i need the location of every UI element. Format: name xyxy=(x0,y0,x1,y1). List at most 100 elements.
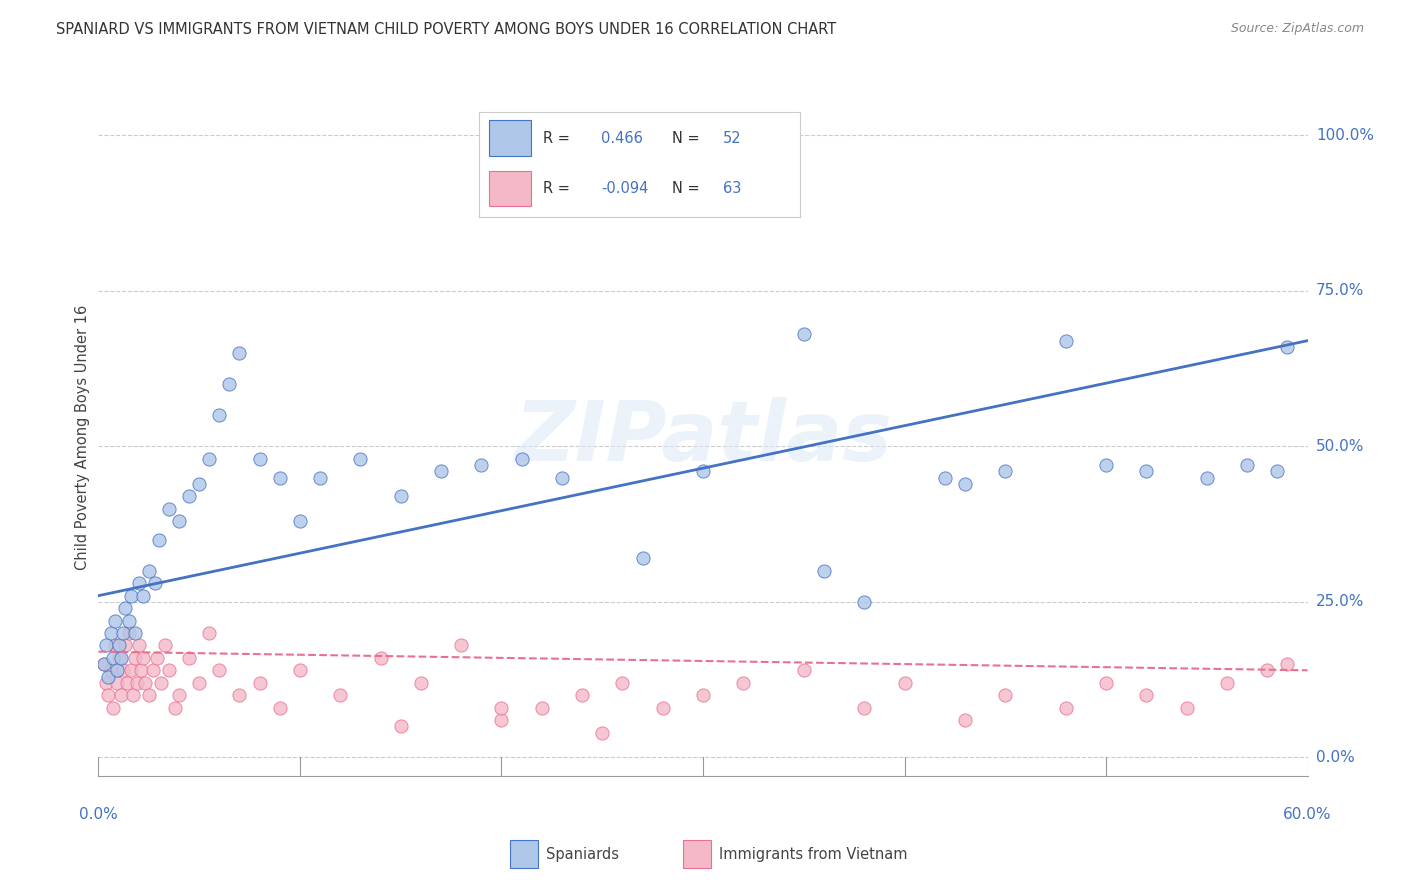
Point xyxy=(329,688,352,702)
Point xyxy=(1095,458,1118,472)
Point xyxy=(853,595,876,609)
Point xyxy=(491,713,513,727)
Point xyxy=(103,614,125,628)
Point xyxy=(813,564,835,578)
Point xyxy=(115,675,138,690)
Point xyxy=(110,688,132,702)
Point xyxy=(208,409,231,423)
Point xyxy=(612,675,634,690)
Point xyxy=(167,688,190,702)
Point xyxy=(111,626,134,640)
Point xyxy=(100,626,122,640)
Point xyxy=(994,688,1017,702)
Point xyxy=(692,464,714,478)
Point xyxy=(1175,700,1198,714)
Point xyxy=(198,626,221,640)
Point xyxy=(134,675,156,690)
Point xyxy=(934,470,956,484)
Point xyxy=(120,589,142,603)
Point xyxy=(101,651,124,665)
Point xyxy=(651,700,673,714)
Text: 0.0%: 0.0% xyxy=(79,806,118,822)
Point xyxy=(349,451,371,466)
Point xyxy=(148,533,170,547)
Point xyxy=(118,614,141,628)
Point xyxy=(389,719,412,733)
Point xyxy=(105,663,128,677)
Point xyxy=(510,451,533,466)
Point xyxy=(128,576,150,591)
Point xyxy=(793,663,815,677)
Point xyxy=(631,551,654,566)
Point xyxy=(450,639,472,653)
Point xyxy=(146,651,169,665)
Point xyxy=(1135,688,1157,702)
Point xyxy=(114,639,136,653)
Point xyxy=(208,663,231,677)
Point xyxy=(125,675,148,690)
Point xyxy=(288,663,311,677)
Bar xyxy=(683,840,711,868)
Point xyxy=(269,470,291,484)
Point xyxy=(470,458,492,472)
Point xyxy=(157,663,180,677)
Text: Source: ZipAtlas.com: Source: ZipAtlas.com xyxy=(1230,22,1364,36)
Point xyxy=(1054,700,1077,714)
Point xyxy=(97,688,120,702)
Point xyxy=(138,564,160,578)
Point xyxy=(103,639,125,653)
Point xyxy=(153,639,176,653)
Point xyxy=(733,675,755,690)
Point xyxy=(491,700,513,714)
Point xyxy=(1265,464,1288,478)
Point xyxy=(124,651,146,665)
Point xyxy=(1054,334,1077,348)
Point xyxy=(409,675,432,690)
Point xyxy=(163,700,186,714)
Point xyxy=(121,688,143,702)
Point xyxy=(143,576,166,591)
Point xyxy=(100,663,122,677)
Point xyxy=(1277,657,1299,671)
Point xyxy=(188,476,211,491)
Point xyxy=(793,327,815,342)
Point xyxy=(149,675,172,690)
Text: 60.0%: 60.0% xyxy=(1284,806,1331,822)
Point xyxy=(853,700,876,714)
Point xyxy=(107,639,129,653)
Point xyxy=(288,514,311,528)
Point xyxy=(118,626,141,640)
Point xyxy=(132,589,155,603)
Text: 0.0%: 0.0% xyxy=(1316,750,1354,764)
Text: 75.0%: 75.0% xyxy=(1316,284,1364,299)
Point xyxy=(228,688,250,702)
Text: Spaniards: Spaniards xyxy=(546,847,619,862)
Point xyxy=(228,346,250,360)
Text: SPANIARD VS IMMIGRANTS FROM VIETNAM CHILD POVERTY AMONG BOYS UNDER 16 CORRELATIO: SPANIARD VS IMMIGRANTS FROM VIETNAM CHIL… xyxy=(56,22,837,37)
Text: 50.0%: 50.0% xyxy=(1316,439,1364,454)
Point xyxy=(114,601,136,615)
Point xyxy=(994,464,1017,478)
Point xyxy=(179,651,201,665)
Point xyxy=(142,663,165,677)
Point xyxy=(309,470,332,484)
Point xyxy=(110,651,132,665)
Point xyxy=(132,651,155,665)
Point xyxy=(128,639,150,653)
Point xyxy=(249,451,271,466)
Point xyxy=(124,626,146,640)
Y-axis label: Child Poverty Among Boys Under 16: Child Poverty Among Boys Under 16 xyxy=(75,304,90,570)
Point xyxy=(120,663,142,677)
Point xyxy=(138,688,160,702)
Point xyxy=(97,669,120,683)
Point xyxy=(188,675,211,690)
Point xyxy=(1256,663,1278,677)
Point xyxy=(1135,464,1157,478)
Point xyxy=(953,476,976,491)
Text: 100.0%: 100.0% xyxy=(1316,128,1374,143)
Point xyxy=(179,489,201,503)
Point xyxy=(953,713,976,727)
Point xyxy=(249,675,271,690)
Point xyxy=(157,501,180,516)
Bar xyxy=(510,840,537,868)
